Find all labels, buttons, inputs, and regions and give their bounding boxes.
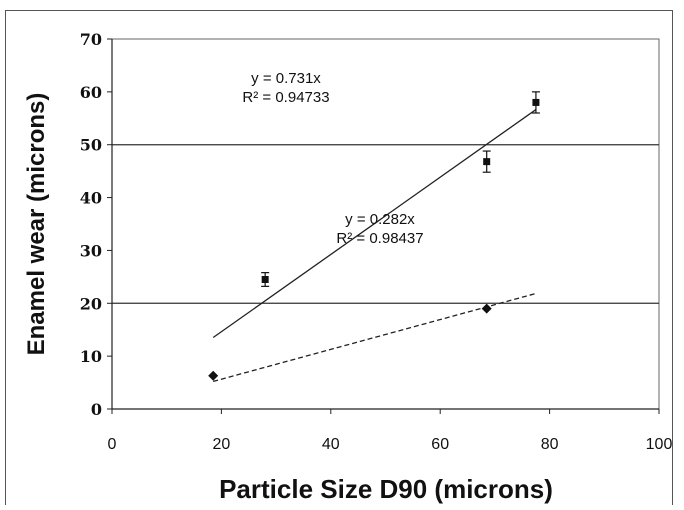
chart-frame: 0 10 20 30 40 50 60 70 0 20 40 60 80 100 y = 0.731x R²… xyxy=(5,10,673,505)
trendline-r-squared: R² = 0.94733 xyxy=(242,89,329,106)
y-tick-label: 70 xyxy=(80,30,102,49)
y-tick-label: 10 xyxy=(80,347,102,366)
x-tick-label: 40 xyxy=(322,436,340,453)
y-tick-label: 50 xyxy=(80,136,102,155)
y-tick-label: 40 xyxy=(80,189,102,208)
trendline-r-squared: R² = 0.98437 xyxy=(336,230,423,247)
data-point-square xyxy=(532,98,540,106)
trendline-equation: y = 0.731x xyxy=(251,70,321,87)
x-tick-label: 80 xyxy=(541,436,559,453)
plot-area xyxy=(111,38,660,410)
y-tick-label: 30 xyxy=(80,241,102,260)
y-axis-title: Enamel wear (microns) xyxy=(23,93,50,356)
data-point-diamond xyxy=(481,303,492,314)
y-tick-label: 0 xyxy=(91,400,102,419)
trendline xyxy=(212,109,537,339)
data-point-square xyxy=(261,276,269,283)
scatter-chart: 0 10 20 30 40 50 60 70 0 20 40 60 80 100 y = 0.731x R²… xyxy=(23,30,672,504)
x-tick-label: 20 xyxy=(213,436,231,453)
y-tick-label: 20 xyxy=(80,294,102,313)
y-tick-label: 60 xyxy=(80,83,102,102)
x-axis-title: Particle Size D90 (microns) xyxy=(219,474,553,504)
x-tick-label: 60 xyxy=(431,436,449,453)
x-tick-label: 100 xyxy=(646,436,672,453)
trendline-equation: y = 0.282x xyxy=(345,211,415,228)
x-tick-label: 0 xyxy=(108,436,117,453)
data-point-diamond xyxy=(208,370,219,381)
data-point-square xyxy=(483,158,491,166)
